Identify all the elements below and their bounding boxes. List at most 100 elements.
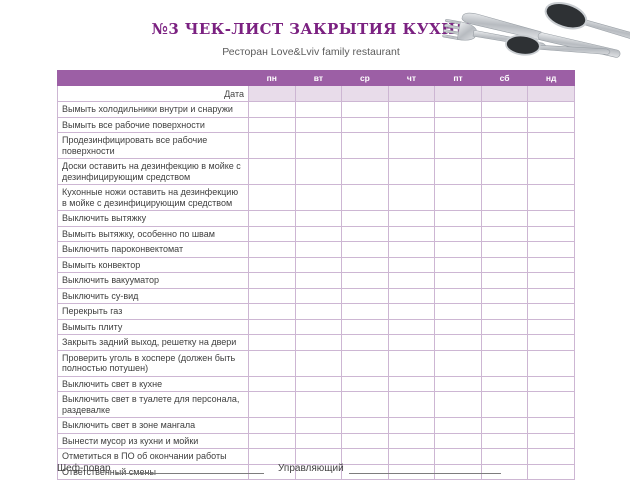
check-cell-нд[interactable] xyxy=(527,116,575,133)
check-cell-ср[interactable] xyxy=(341,334,389,351)
check-cell-ср[interactable] xyxy=(341,448,389,465)
check-cell-пн[interactable] xyxy=(248,287,296,304)
check-cell-пн[interactable] xyxy=(248,432,296,449)
check-cell-ср[interactable] xyxy=(341,417,389,434)
check-cell-чт[interactable] xyxy=(387,287,436,304)
check-cell-нд[interactable] xyxy=(527,448,575,465)
check-cell-вт[interactable] xyxy=(294,256,343,273)
check-cell-нд[interactable] xyxy=(527,375,575,392)
check-cell-сб[interactable] xyxy=(480,158,529,185)
check-cell-пт[interactable] xyxy=(434,158,482,185)
check-cell-вт[interactable] xyxy=(294,391,343,418)
check-cell-пн[interactable] xyxy=(248,225,296,242)
check-cell-нд[interactable] xyxy=(527,432,575,449)
check-cell-пн[interactable] xyxy=(248,241,296,258)
date-cell-нд[interactable] xyxy=(527,85,575,102)
check-cell-вт[interactable] xyxy=(294,101,343,118)
check-cell-пт[interactable] xyxy=(434,334,482,351)
check-cell-пт[interactable] xyxy=(434,184,482,211)
check-cell-сб[interactable] xyxy=(480,272,529,289)
check-cell-чт[interactable] xyxy=(387,448,436,465)
check-cell-ср[interactable] xyxy=(341,158,389,185)
check-cell-ср[interactable] xyxy=(341,184,389,211)
check-cell-чт[interactable] xyxy=(387,225,436,242)
check-cell-пт[interactable] xyxy=(434,210,482,227)
check-cell-пт[interactable] xyxy=(434,375,482,392)
check-cell-сб[interactable] xyxy=(480,241,529,258)
date-cell-ср[interactable] xyxy=(341,85,389,102)
check-cell-сб[interactable] xyxy=(480,256,529,273)
check-cell-пт[interactable] xyxy=(434,287,482,304)
check-cell-ср[interactable] xyxy=(341,241,389,258)
check-cell-сб[interactable] xyxy=(480,318,529,335)
check-cell-сб[interactable] xyxy=(480,101,529,118)
check-cell-чт[interactable] xyxy=(387,256,436,273)
check-cell-ср[interactable] xyxy=(341,116,389,133)
check-cell-пн[interactable] xyxy=(248,349,296,377)
check-cell-пн[interactable] xyxy=(248,256,296,273)
check-cell-сб[interactable] xyxy=(480,432,529,449)
check-cell-нд[interactable] xyxy=(527,184,575,211)
check-cell-вт[interactable] xyxy=(294,287,343,304)
check-cell-пн[interactable] xyxy=(248,272,296,289)
date-cell-вт[interactable] xyxy=(294,85,343,102)
check-cell-пн[interactable] xyxy=(248,210,296,227)
check-cell-вт[interactable] xyxy=(294,184,343,211)
check-cell-нд[interactable] xyxy=(527,287,575,304)
check-cell-вт[interactable] xyxy=(294,303,343,320)
check-cell-пт[interactable] xyxy=(434,101,482,118)
check-cell-ср[interactable] xyxy=(341,210,389,227)
check-cell-нд[interactable] xyxy=(527,256,575,273)
check-cell-ср[interactable] xyxy=(341,375,389,392)
check-cell-нд[interactable] xyxy=(527,272,575,289)
check-cell-нд[interactable] xyxy=(527,349,575,377)
check-cell-сб[interactable] xyxy=(480,116,529,133)
check-cell-нд[interactable] xyxy=(527,391,575,418)
check-cell-сб[interactable] xyxy=(480,391,529,418)
check-cell-пн[interactable] xyxy=(248,303,296,320)
check-cell-чт[interactable] xyxy=(387,241,436,258)
check-cell-сб[interactable] xyxy=(480,349,529,377)
check-cell-пн[interactable] xyxy=(248,116,296,133)
check-cell-пт[interactable] xyxy=(434,391,482,418)
check-cell-ср[interactable] xyxy=(341,391,389,418)
check-cell-сб[interactable] xyxy=(480,132,529,159)
check-cell-вт[interactable] xyxy=(294,225,343,242)
check-cell-чт[interactable] xyxy=(387,101,436,118)
check-cell-пт[interactable] xyxy=(434,349,482,377)
check-cell-пн[interactable] xyxy=(248,375,296,392)
check-cell-сб[interactable] xyxy=(480,375,529,392)
check-cell-ср[interactable] xyxy=(341,287,389,304)
check-cell-чт[interactable] xyxy=(387,272,436,289)
check-cell-вт[interactable] xyxy=(294,272,343,289)
check-cell-нд[interactable] xyxy=(527,132,575,159)
check-cell-чт[interactable] xyxy=(387,116,436,133)
check-cell-пт[interactable] xyxy=(434,256,482,273)
date-cell-пн[interactable] xyxy=(248,85,296,102)
check-cell-чт[interactable] xyxy=(387,391,436,418)
check-cell-нд[interactable] xyxy=(527,334,575,351)
chef-signature-line[interactable] xyxy=(115,462,264,474)
check-cell-чт[interactable] xyxy=(387,349,436,377)
check-cell-нд[interactable] xyxy=(527,225,575,242)
check-cell-сб[interactable] xyxy=(480,303,529,320)
manager-signature-line[interactable] xyxy=(348,462,501,474)
check-cell-чт[interactable] xyxy=(387,417,436,434)
check-cell-чт[interactable] xyxy=(387,334,436,351)
check-cell-ср[interactable] xyxy=(341,303,389,320)
check-cell-ср[interactable] xyxy=(341,432,389,449)
check-cell-чт[interactable] xyxy=(387,318,436,335)
check-cell-сб[interactable] xyxy=(480,210,529,227)
check-cell-нд[interactable] xyxy=(527,210,575,227)
check-cell-нд[interactable] xyxy=(527,241,575,258)
check-cell-нд[interactable] xyxy=(527,303,575,320)
check-cell-пт[interactable] xyxy=(434,432,482,449)
check-cell-вт[interactable] xyxy=(294,241,343,258)
date-cell-чт[interactable] xyxy=(387,85,436,102)
check-cell-сб[interactable] xyxy=(480,184,529,211)
check-cell-нд[interactable] xyxy=(527,158,575,185)
check-cell-ср[interactable] xyxy=(341,256,389,273)
check-cell-ср[interactable] xyxy=(341,101,389,118)
check-cell-вт[interactable] xyxy=(294,132,343,159)
check-cell-чт[interactable] xyxy=(387,158,436,185)
